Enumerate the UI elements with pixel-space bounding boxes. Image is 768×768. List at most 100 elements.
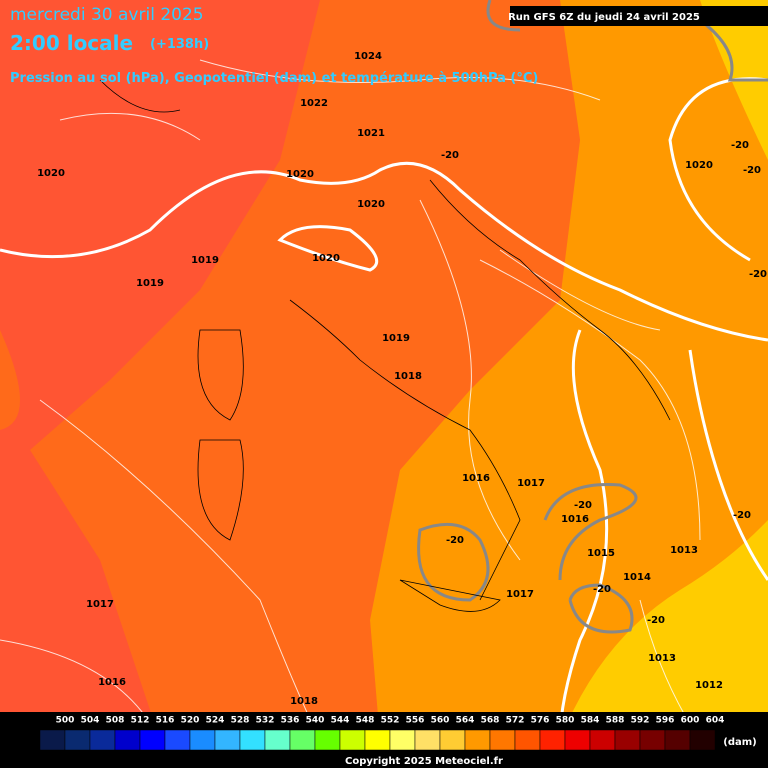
date: mercredi 30 avril 2025 [10,5,204,25]
colorbar-label: 600 [681,716,700,726]
isobar-label: 1020 [685,160,713,171]
temperature-label: -20 [574,500,592,511]
isobar-label: 1017 [517,478,545,489]
colorbar-unit: (dam) [723,737,756,748]
colorbar-label: 584 [581,716,600,726]
colorbar-swatch [489,729,516,751]
isobar-label: 1018 [394,371,422,382]
colorbar-swatch [364,729,391,751]
isobar-label: 1020 [286,169,314,180]
isobar-label: 1019 [382,333,410,344]
geopotential-lines [0,77,768,741]
zone [0,330,20,430]
colorbar-label: 520 [181,716,200,726]
colorbar-label: 580 [556,716,575,726]
colorbar-swatch [614,729,641,751]
run-info: Run GFS 6Z du jeudi 24 avril 2025 [508,12,700,23]
colorbar: 500 504 508 512 516 520 524 528 532 536 540 544 548 5… [39,716,725,751]
colorbar-label: 528 [231,716,250,726]
isobar-label: 1020 [312,253,340,264]
colorbar-label: 508 [106,716,125,726]
colorbar-label: 592 [631,716,650,726]
colorbar-label: 532 [256,716,275,726]
isobar-label: 1014 [623,572,651,583]
isobar-label: 1019 [191,255,219,266]
isobar-label: 1017 [506,589,534,600]
isobar-label: 1020 [357,199,385,210]
colorbar-swatch [339,729,366,751]
colorbar-label: 540 [306,716,325,726]
colorbar-swatch [64,729,91,751]
isobar-label: 1017 [86,599,114,610]
colorbar-label: 524 [206,716,225,726]
isobar-label: 1022 [300,98,328,109]
temperature-label: -20 [743,165,761,176]
lead-time: (+138h) [150,37,209,52]
isobar-label: 1012 [695,680,723,691]
colorbar-label: 552 [381,716,400,726]
colorbar-swatch [264,729,291,751]
isobar-label: 1019 [136,278,164,289]
temperature-label: -20 [749,269,767,280]
colorbar-label: 588 [606,716,625,726]
colorbar-swatch [664,729,691,751]
isobar-label: 1015 [587,548,615,559]
isobar-label: 1013 [670,545,698,556]
colorbar-swatch [114,729,141,751]
isobar-label: 1021 [357,128,385,139]
colorbar-label: 548 [356,716,375,726]
subtitle: Pression au sol (hPa), Geopotentiel (dam… [10,71,538,86]
zone-orange-red [30,0,580,740]
isobar-label: 1016 [98,677,126,688]
temperature-label: -20 [446,535,464,546]
colorbar-label: 568 [481,716,500,726]
colorbar-swatch [189,729,216,751]
time: 2:00 locale [10,31,133,55]
colorbar-label: 576 [531,716,550,726]
colorbar-label: 500 [56,716,75,726]
colorbar-swatch [314,729,341,751]
temperature-label: -20 [733,510,751,521]
colorbar-swatch [639,729,666,751]
coastlines [99,79,671,612]
temperature-label: -20 [441,150,459,161]
copyright: Copyright 2025 Meteociel.fr [345,756,503,767]
temperature-label: -20 [593,584,611,595]
colorbar-label: 564 [456,716,475,726]
colorbar-swatch [514,729,541,751]
isobar-label: 1016 [462,473,490,484]
colorbar-swatch [539,729,566,751]
zone-orange [370,0,768,740]
colorbar-swatch [139,729,166,751]
colorbar-label: 536 [281,716,300,726]
isobar-label: 1016 [561,514,589,525]
colorbar-swatch [389,729,416,751]
colorbar-swatch [564,729,591,751]
colorbar-label: 556 [406,716,425,726]
isobar-label: 1018 [290,696,318,707]
colorbar-swatch [414,729,441,751]
colorbar-swatch [214,729,241,751]
temperature-lines [417,0,768,634]
colorbar-label: 504 [81,716,100,726]
colorbar-swatch [464,729,491,751]
colorbar-swatch [289,729,316,751]
colorbar-swatch [239,729,266,751]
isobar-label: 1013 [648,653,676,664]
colorbar-label: 560 [431,716,450,726]
temperature-label: -20 [731,140,749,151]
colorbar-label: 596 [656,716,675,726]
colorbar-swatch [689,729,716,751]
zone-gold [560,520,768,740]
colorbar-label: 604 [706,716,725,726]
colorbar-label: 516 [156,716,175,726]
colorbar-swatch [89,729,116,751]
run-box [510,6,768,26]
isobars [0,59,701,741]
colorbar-label: 544 [331,716,350,726]
colorbar-swatch [164,729,191,751]
colorbar-label: 512 [131,716,150,726]
colorbar-swatch [39,729,66,751]
colorbar-label: 572 [506,716,525,726]
